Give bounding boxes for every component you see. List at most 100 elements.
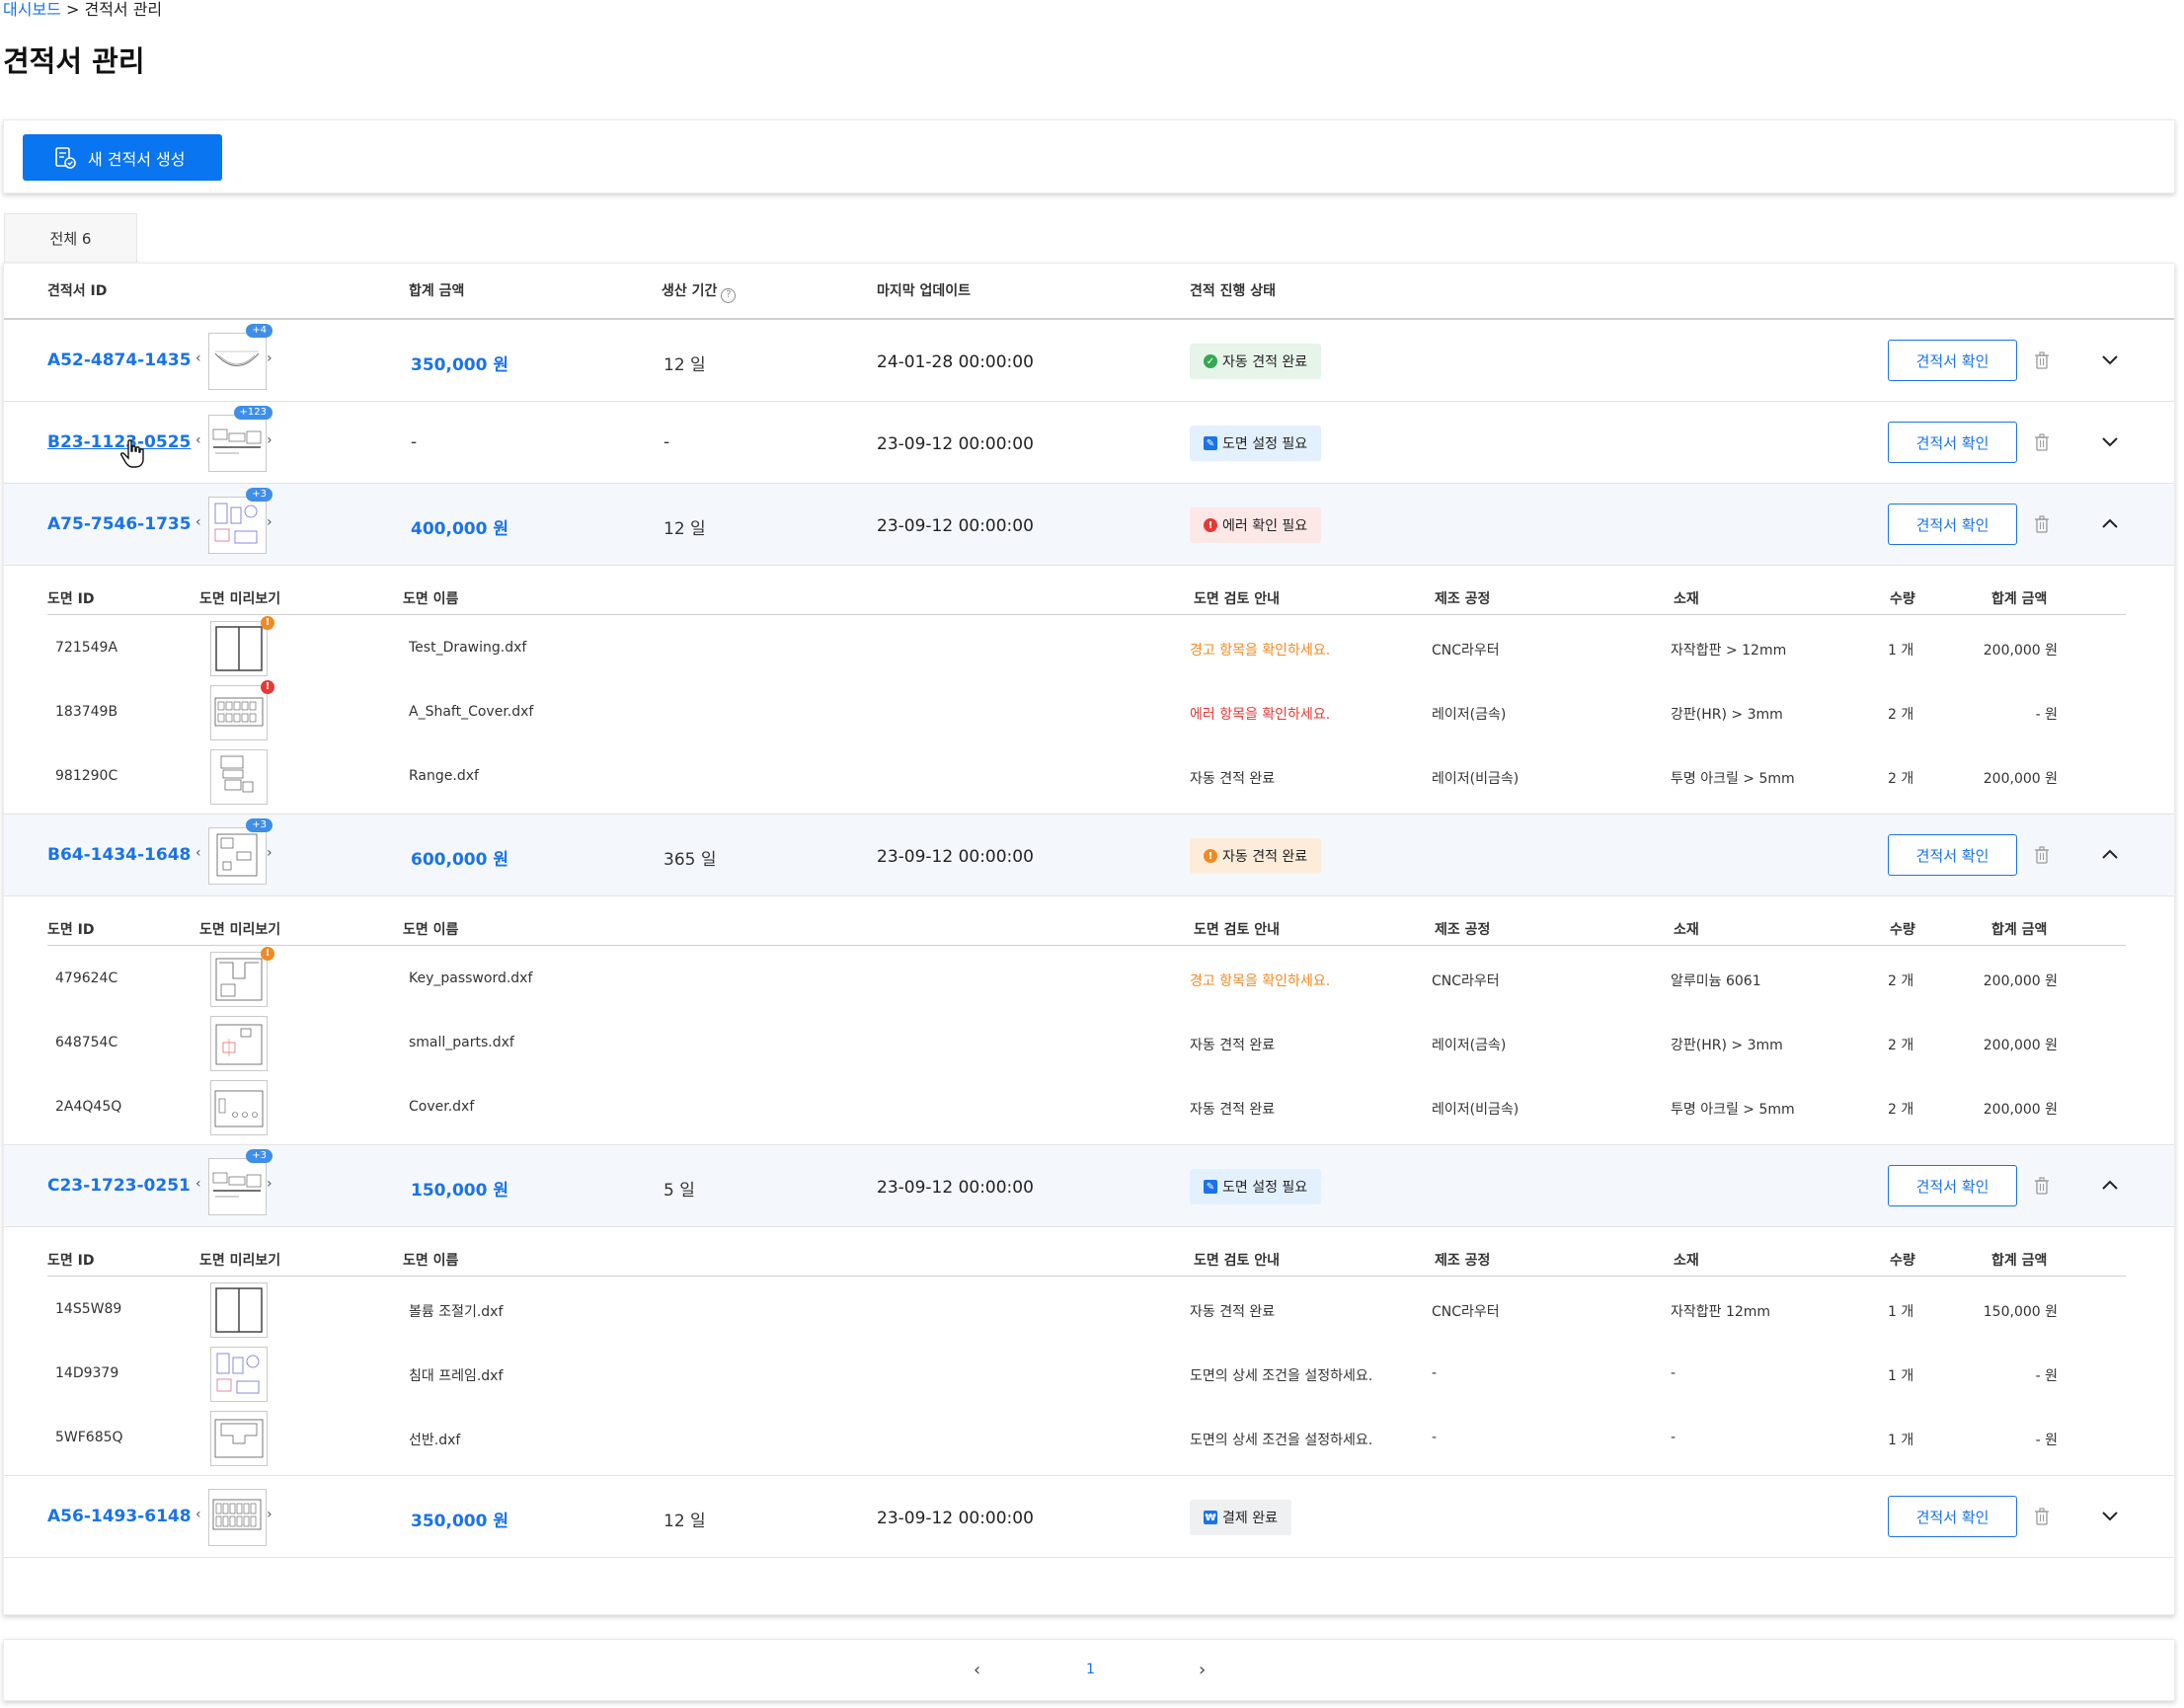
check-circle-icon: ✓ — [1204, 354, 1217, 368]
quote-preview-thumbnail[interactable] — [208, 827, 267, 885]
chevron-up-icon[interactable] — [2101, 517, 2119, 529]
drawing-thumbnail[interactable] — [210, 1282, 268, 1338]
drawing-thumbnail[interactable] — [210, 1016, 268, 1071]
carousel-next-icon[interactable]: › — [267, 432, 273, 448]
carousel-prev-icon[interactable]: ‹ — [195, 350, 201, 366]
drawing-thumbnail[interactable] — [210, 1347, 268, 1402]
confirm-quote-button[interactable]: 견적서 확인 — [1888, 422, 2017, 463]
status-badge: ✎ 도면 설정 필요 — [1190, 1169, 1322, 1204]
quote-id-link[interactable]: C23-1723-0251 — [47, 1176, 191, 1196]
trash-icon[interactable] — [2034, 1177, 2050, 1195]
trash-icon[interactable] — [2034, 1508, 2050, 1525]
header-preview: 도면 미리보기 — [199, 591, 281, 607]
drawing-detail-header: 도면 ID 도면 미리보기 도면 이름 도면 검토 안내 제조 공정 소재 수량 합계 금액 — [47, 1227, 2126, 1277]
confirm-quote-button[interactable]: 견적서 확인 — [1888, 834, 2017, 876]
confirm-quote-button[interactable]: 견적서 확인 — [1888, 504, 2017, 545]
help-icon[interactable]: ? — [721, 288, 737, 303]
drawing-name: Cover.dxf — [409, 1099, 475, 1115]
drawing-quantity: 2 개 — [1888, 1038, 1914, 1053]
carousel-next-icon[interactable]: › — [267, 845, 273, 861]
header-preview: 도면 미리보기 — [199, 922, 281, 938]
drawing-thumbnail[interactable] — [210, 685, 268, 740]
drawing-review: 에러 항목을 확인하세요. — [1190, 707, 1331, 723]
drawing-preview-image — [215, 1287, 263, 1333]
drawing-thumbnail[interactable] — [210, 621, 268, 676]
carousel-next-icon[interactable]: › — [267, 514, 273, 530]
quote-preview-thumbnail[interactable] — [208, 497, 267, 554]
confirm-quote-button[interactable]: 견적서 확인 — [1888, 1165, 2017, 1206]
drawing-preview-image — [214, 1090, 264, 1127]
drawing-name: Key_password.dxf — [409, 970, 533, 986]
drawing-name: 볼륨 조절기.dxf — [409, 1304, 504, 1320]
tab-all[interactable]: 전체 6 — [4, 213, 137, 263]
carousel-prev-icon[interactable]: ‹ — [195, 1507, 201, 1522]
chevron-down-icon[interactable] — [2101, 1510, 2119, 1521]
quote-preview-thumbnail[interactable] — [208, 333, 267, 390]
trash-icon[interactable] — [2034, 433, 2050, 451]
quote-id-link[interactable]: B64-1434-1648 — [47, 845, 192, 865]
header-drawing-id: 도면 ID — [47, 591, 95, 607]
drawing-detail-table: 도면 ID 도면 미리보기 도면 이름 도면 검토 안내 제조 공정 소재 수량 합계 금액 1… — [4, 1227, 2174, 1476]
carousel-next-icon[interactable]: › — [267, 1176, 273, 1192]
preview-carousel: ‹ › — [195, 1487, 273, 1548]
trash-icon[interactable] — [2034, 515, 2050, 533]
carousel-prev-icon[interactable]: ‹ — [195, 432, 201, 448]
chevron-down-icon[interactable] — [2101, 353, 2119, 365]
table-header: 견적서 ID 합계 금액 생산 기간? 마지막 업데이트 견적 진행 상태 — [4, 264, 2174, 320]
carousel-next-icon[interactable]: › — [267, 1507, 273, 1522]
prev-page-button[interactable]: ‹ — [974, 1660, 981, 1680]
carousel-prev-icon[interactable]: ‹ — [195, 514, 201, 530]
preview-carousel: ‹ › +123 — [195, 406, 273, 474]
drawing-quantity: 1 개 — [1888, 1433, 1914, 1448]
drawing-name: A_Shaft_Cover.dxf — [409, 704, 534, 720]
drawing-process: - — [1432, 1365, 1438, 1381]
drawing-material: - — [1671, 1365, 1677, 1381]
trash-icon[interactable] — [2034, 846, 2050, 864]
drawing-thumbnail[interactable] — [210, 749, 268, 805]
drawing-thumbnail[interactable] — [210, 952, 268, 1007]
carousel-prev-icon[interactable]: ‹ — [195, 1176, 201, 1192]
quote-preview-thumbnail[interactable] — [208, 415, 267, 472]
quote-preview-thumbnail[interactable] — [208, 1489, 267, 1546]
drawing-count-badge: +123 — [233, 406, 273, 420]
quote-id-link[interactable]: A56-1493-6148 — [47, 1507, 192, 1526]
quote-amount: 600,000 원 — [411, 850, 508, 870]
confirm-quote-button[interactable]: 견적서 확인 — [1888, 1496, 2017, 1537]
next-page-button[interactable]: › — [1199, 1660, 1207, 1680]
drawing-quantity: 2 개 — [1888, 1102, 1914, 1118]
drawing-preview-image — [216, 833, 258, 877]
quote-amount: 400,000 원 — [411, 519, 508, 539]
drawing-thumbnail[interactable] — [210, 1411, 268, 1466]
header-quantity: 수량 — [1890, 922, 1915, 938]
quote-preview-thumbnail[interactable] — [208, 1158, 267, 1215]
drawing-name: small_parts.dxf — [409, 1035, 514, 1050]
drawing-count-badge: +3 — [246, 488, 273, 502]
drawing-row: 183749B! A_Shaft_Cover.dxf 에러 항목을 확인하세요. 레이… — [4, 680, 2174, 744]
page-number-1[interactable]: 1 — [1086, 1662, 1095, 1677]
drawing-thumbnail[interactable] — [210, 1080, 268, 1135]
error-dot-icon: ! — [261, 680, 274, 694]
drawing-name: 선반.dxf — [409, 1433, 461, 1448]
quote-amount: 150,000 원 — [411, 1181, 508, 1201]
quote-id-link[interactable]: A52-4874-1435 — [47, 350, 192, 370]
last-updated: 23-09-12 00:00:00 — [877, 516, 1034, 536]
chevron-down-icon[interactable] — [2101, 435, 2119, 447]
quote-id-link[interactable]: A75-7546-1735 — [47, 514, 192, 534]
drawing-name: 침대 프레임.dxf — [409, 1368, 504, 1384]
breadcrumb: 대시보드 > 견적서 관리 — [3, 0, 162, 20]
quote-id-link[interactable]: B23-1123-0525 — [47, 432, 192, 452]
last-updated: 23-09-12 00:00:00 — [877, 847, 1034, 867]
trash-icon[interactable] — [2034, 351, 2050, 369]
breadcrumb-dashboard-link[interactable]: 대시보드 — [3, 0, 61, 19]
confirm-quote-button[interactable]: 견적서 확인 — [1888, 340, 2017, 381]
drawing-total: - 원 — [2035, 1433, 2058, 1448]
warning-icon: ! — [1204, 849, 1217, 863]
new-quote-button[interactable]: 새 견적서 생성 — [23, 134, 222, 181]
carousel-prev-icon[interactable]: ‹ — [195, 845, 201, 861]
carousel-next-icon[interactable]: › — [267, 350, 273, 366]
drawing-preview-image — [215, 1024, 263, 1065]
production-period: 5 일 — [663, 1181, 695, 1201]
chevron-up-icon[interactable] — [2101, 1179, 2119, 1191]
chevron-up-icon[interactable] — [2101, 848, 2119, 860]
quote-row: C23-1723-0251 ‹ › +3 150,000 원 5 일 23-09-12 00… — [4, 1145, 2174, 1227]
